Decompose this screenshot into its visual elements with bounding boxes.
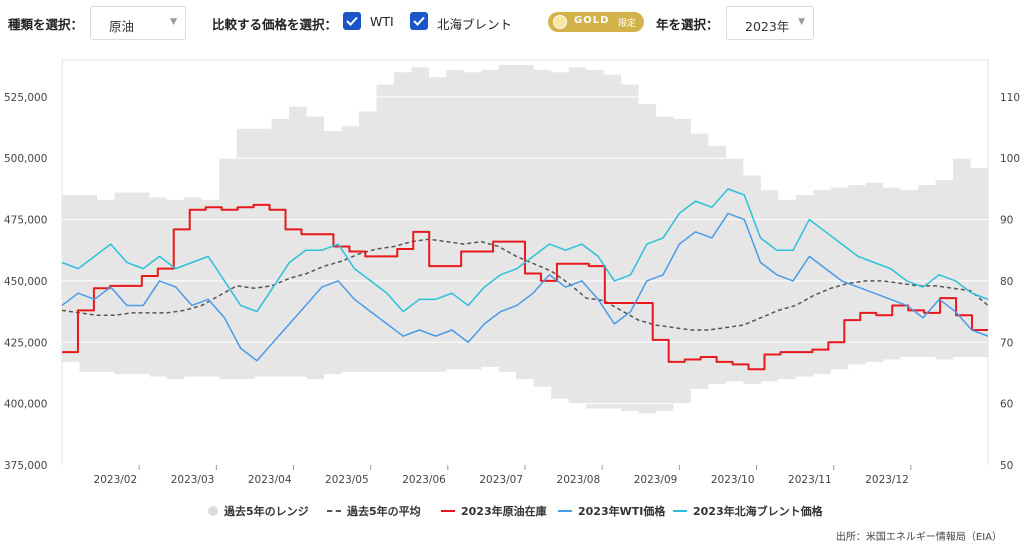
red-line-icon: [441, 510, 455, 512]
chevron-down-icon: ▼: [798, 17, 805, 27]
y-right-tick-label: 70: [1000, 337, 1013, 349]
year-select[interactable]: 2023年 ▼: [726, 6, 814, 40]
brent-checkbox-label[interactable]: 北海ブレント: [437, 17, 513, 32]
average-line: [61, 238, 989, 331]
type-select[interactable]: 原油 ▼: [90, 6, 186, 40]
gold-badge: GOLD 限定: [548, 12, 644, 32]
legend-average[interactable]: 過去5年の平均: [327, 503, 421, 519]
wti-price-line: [61, 212, 989, 362]
y-right-tick-label: 110: [1000, 92, 1020, 104]
dashed-line-icon: [327, 510, 341, 512]
y-right-tick-label: 90: [1000, 215, 1013, 227]
x-tick-label: 2023/08: [557, 474, 601, 486]
brent-price-line: [61, 188, 989, 313]
y-left-tick-label: 525,000: [4, 92, 47, 104]
type-label: 種類を選択：: [8, 17, 84, 32]
wti-checkbox-label[interactable]: WTI: [370, 14, 394, 29]
x-tick-label: 2023/12: [865, 474, 909, 486]
x-tick-label: 2023/09: [634, 474, 678, 486]
source-note: 出所：米国エネルギー情報局（EIA）: [835, 532, 1002, 543]
y-right-tick-label: 50: [1000, 460, 1013, 472]
x-tick-label: 2023/10: [711, 474, 755, 486]
y-left-tick-label: 475,000: [4, 215, 47, 227]
gold-coin-icon: [553, 15, 567, 29]
type-select-value: 原油: [109, 19, 135, 34]
brent-checkbox[interactable]: [410, 12, 428, 30]
x-tick-label: 2023/07: [479, 474, 523, 486]
year-select-value: 2023年: [745, 19, 790, 34]
wti-checkbox[interactable]: [343, 12, 361, 30]
x-tick-label: 2023/02: [94, 474, 138, 486]
chevron-down-icon: ▼: [170, 17, 177, 27]
legend-inventory[interactable]: 2023年原油在庫: [441, 503, 547, 519]
check-icon: [346, 16, 358, 26]
y-right-tick-label: 60: [1000, 399, 1013, 411]
chart-legend: 過去5年のレンジ 過去5年の平均 2023年原油在庫 2023年WTI価格 20…: [0, 503, 1024, 519]
range-swatch-icon: [208, 506, 218, 516]
cyan-line-icon: [673, 510, 687, 512]
y-left-tick-label: 500,000: [4, 153, 47, 165]
blue-line-icon: [558, 510, 572, 512]
legend-wti[interactable]: 2023年WTI価格: [558, 503, 665, 519]
y-right-tick-label: 80: [1000, 276, 1013, 288]
gold-badge-text: GOLD: [574, 15, 610, 26]
toolbar: 種類を選択： 原油 ▼ 比較する価格を選択： WTI 北海ブレント GOLD 限…: [0, 0, 1024, 44]
x-tick-label: 2023/05: [325, 474, 369, 486]
x-tick-label: 2023/03: [171, 474, 215, 486]
inventory-price-chart: 375,000 400,000 425,000 450,000 475,000 500,0…: [4, 59, 1020, 486]
y-left-tick-label: 400,000: [4, 399, 47, 411]
x-tick-label: 2023/04: [248, 474, 292, 486]
gold-badge-sub: 限定: [618, 19, 637, 29]
year-label: 年を選択：: [656, 17, 719, 32]
legend-range[interactable]: 過去5年のレンジ: [208, 503, 309, 519]
y-left-tick-label: 375,000: [4, 460, 47, 472]
compare-label: 比較する価格を選択：: [212, 17, 338, 32]
x-tick-label: 2023/06: [402, 474, 446, 486]
check-icon: [413, 16, 425, 26]
range-band: [62, 64, 988, 414]
y-right-tick-label: 100: [1000, 153, 1020, 165]
x-tick-label: 2023/11: [788, 474, 832, 486]
y-left-tick-label: 425,000: [4, 337, 47, 349]
legend-brent[interactable]: 2023年北海ブレント価格: [673, 503, 823, 519]
y-left-tick-label: 450,000: [4, 276, 47, 288]
inventory-line: [62, 203, 988, 371]
